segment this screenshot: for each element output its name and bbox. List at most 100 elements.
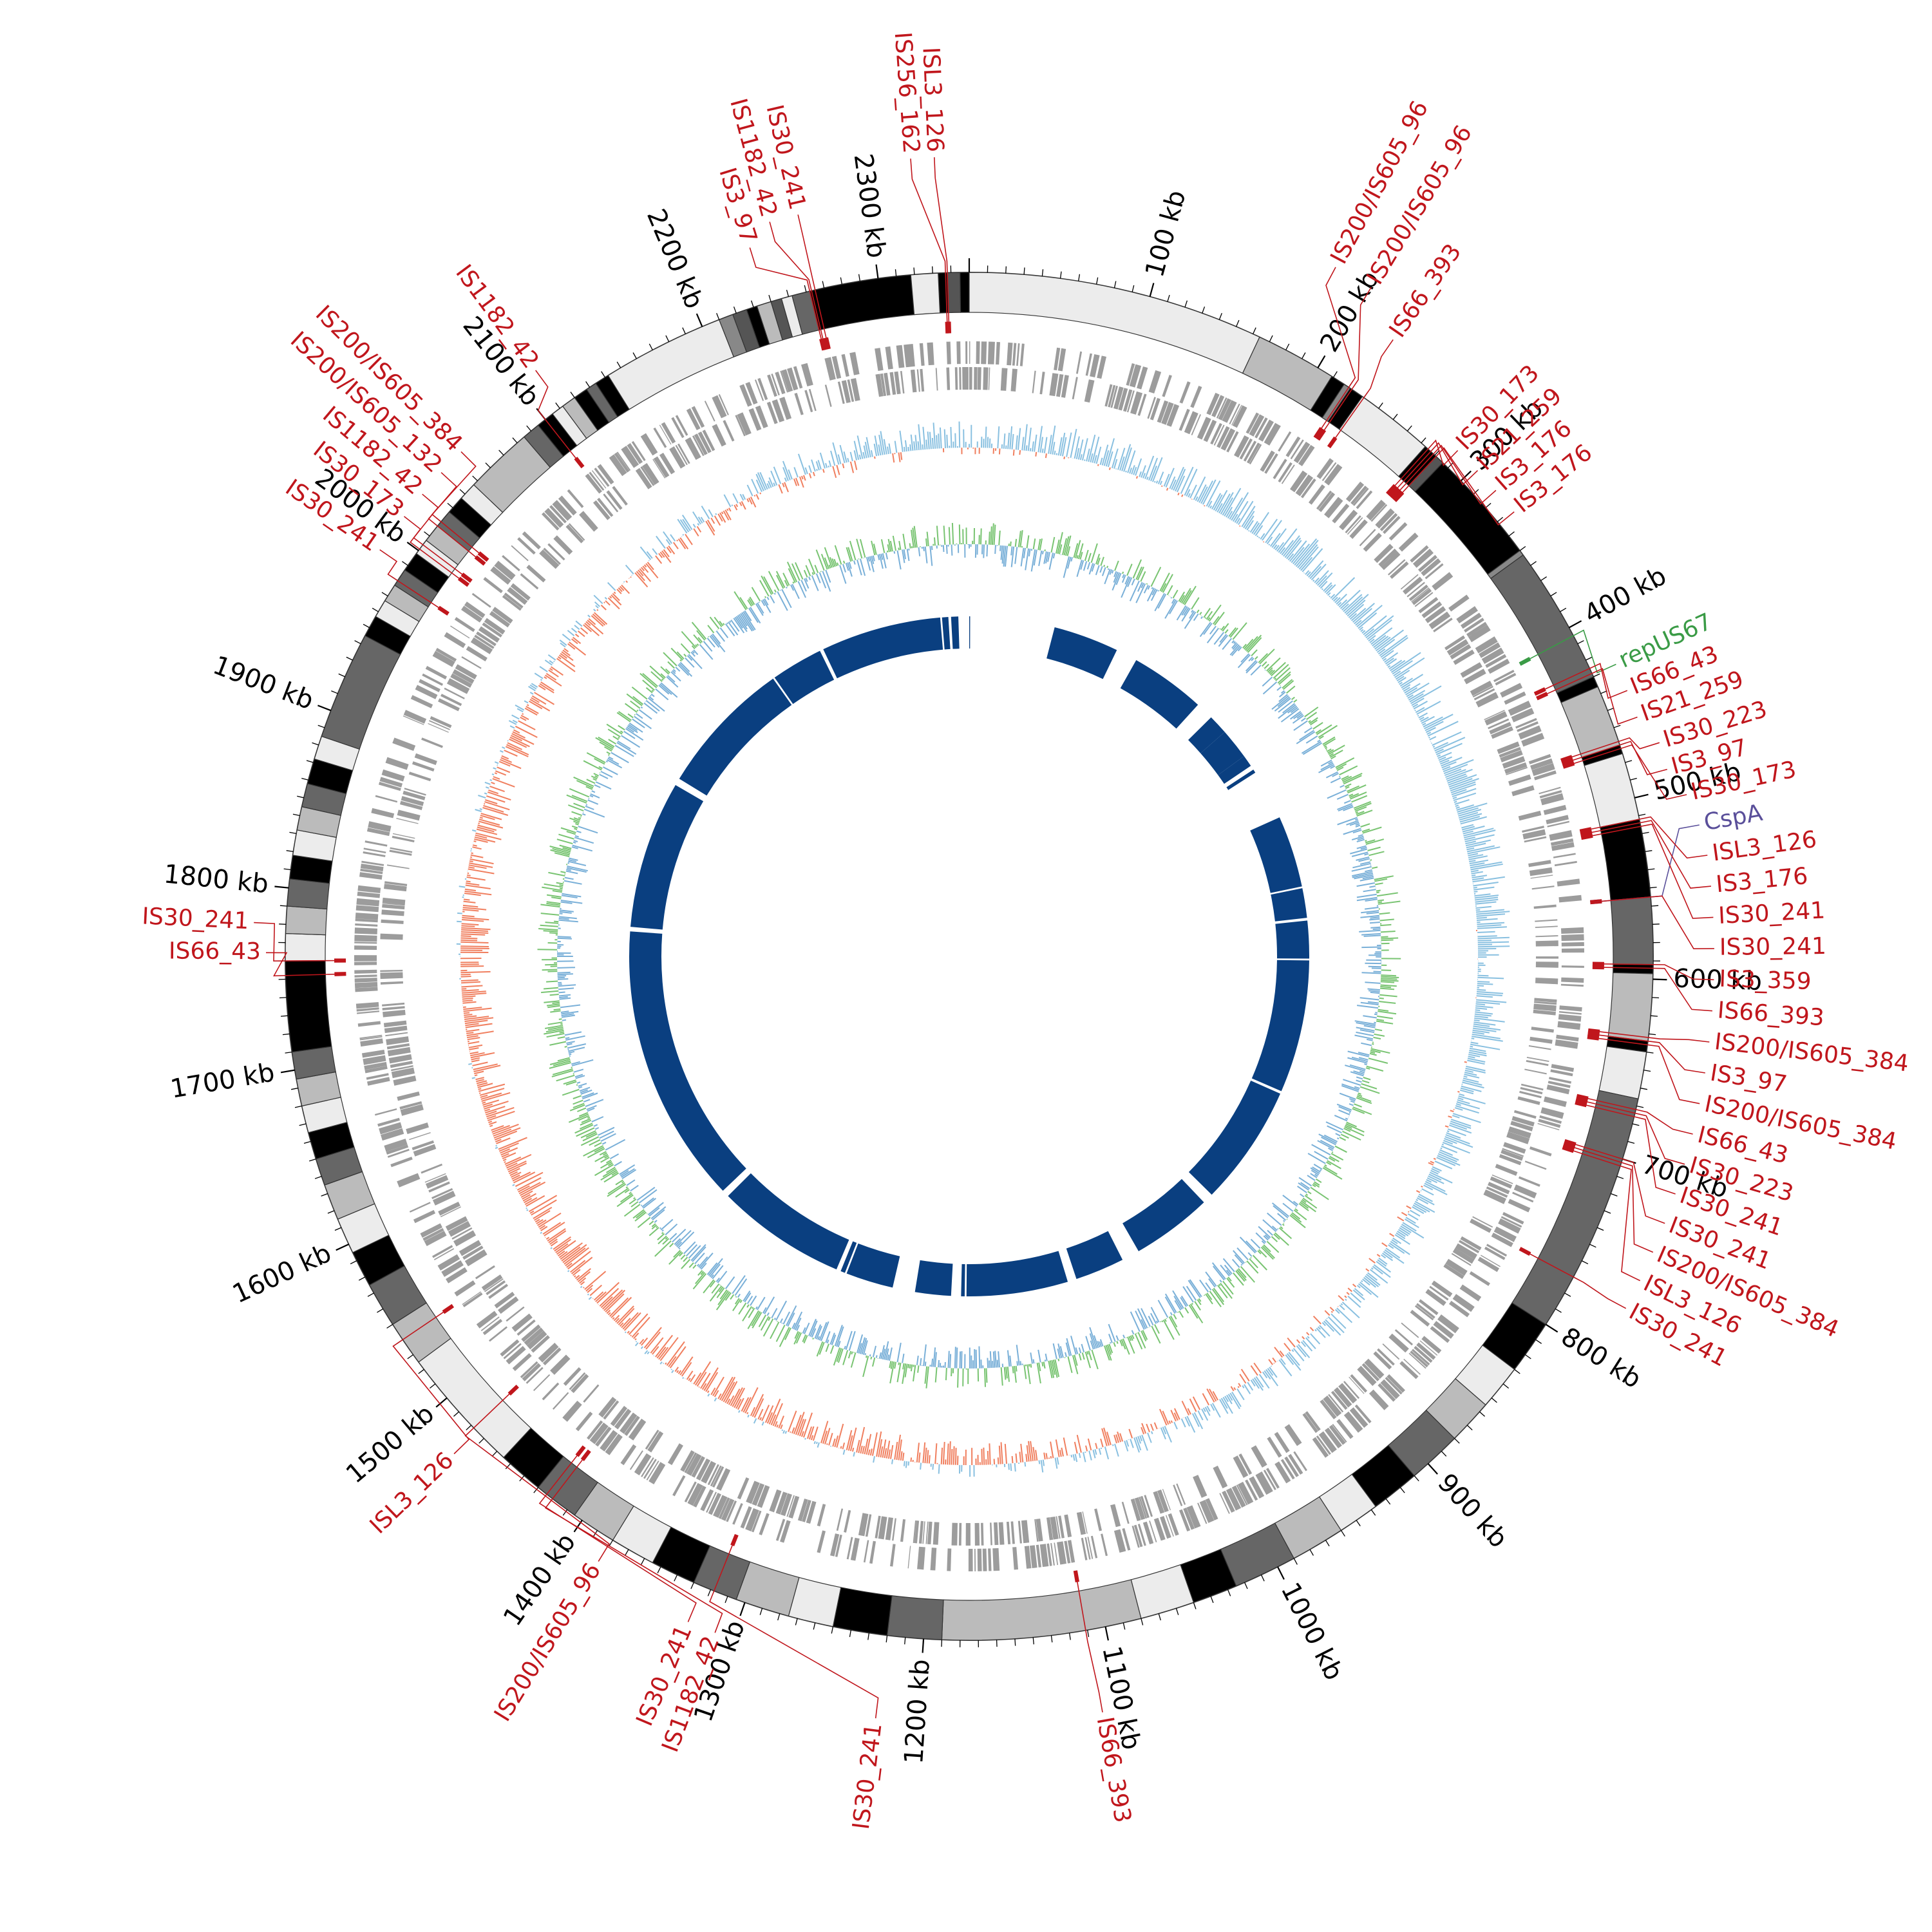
major-tick [280, 1069, 295, 1074]
minor-tick [1638, 813, 1646, 817]
minor-tick [1014, 1638, 1016, 1646]
minor-tick [570, 392, 575, 398]
minor-tick [1202, 306, 1206, 314]
minor-tick [786, 289, 790, 297]
minor-tick [1210, 1596, 1214, 1604]
is-element-label: ISL3_126 [917, 46, 948, 153]
scale-tick-label: 800 kb [1556, 1322, 1647, 1395]
minor-tick [317, 724, 325, 728]
major-tick [696, 313, 703, 327]
minor-tick [840, 277, 843, 285]
major-tick [1317, 355, 1326, 368]
minor-tick [321, 1193, 328, 1197]
contig-block [947, 272, 961, 314]
annotation-leader-line [749, 247, 824, 346]
minor-tick [1385, 1498, 1391, 1505]
minor-tick [1086, 1629, 1090, 1637]
minor-tick [512, 437, 518, 444]
minor-tick [1642, 831, 1649, 835]
contig-block [287, 878, 330, 910]
annotation-leader-line [392, 1307, 470, 1455]
minor-tick [1441, 1450, 1447, 1457]
annotation-leader-line [379, 549, 445, 612]
minor-tick [674, 1575, 678, 1582]
minor-tick [367, 1293, 374, 1297]
blast-hit-segment [1275, 920, 1310, 959]
annotation-leader-line [1595, 895, 1714, 950]
minor-tick [759, 1607, 763, 1615]
is-element-label: IS66_43 [169, 938, 261, 965]
minor-tick [294, 1105, 302, 1108]
minor-tick [585, 381, 591, 388]
minor-tick [1068, 1633, 1071, 1640]
gc-content-track [537, 522, 1401, 1388]
minor-tick [1392, 413, 1398, 420]
minor-tick [1593, 673, 1600, 677]
blast-hit-segment [679, 678, 792, 796]
minor-tick [1235, 319, 1240, 327]
blast-hit-segment [1200, 732, 1244, 775]
annotation-leader-line [535, 370, 581, 464]
minor-tick [308, 1159, 316, 1162]
minor-tick [707, 1589, 712, 1596]
annotation-leader-line [1320, 287, 1372, 437]
minor-tick [303, 1141, 311, 1144]
minor-tick [1340, 1530, 1345, 1537]
minor-tick [453, 1411, 460, 1417]
minor-tick [1651, 905, 1659, 907]
is-element-label: IS30_241 [1718, 897, 1826, 929]
minor-tick [768, 294, 772, 302]
blast-hit-segment [1188, 717, 1225, 753]
blast-hit-segment [1271, 888, 1307, 922]
minor-tick [1406, 425, 1412, 431]
minor-tick [1077, 274, 1081, 281]
minor-tick [895, 269, 897, 277]
scale-tick-label: 600 kb [1673, 964, 1763, 997]
minor-tick [459, 489, 466, 495]
annotation-leader-line [1596, 967, 1712, 1012]
annotation-leader-line [1593, 1030, 1710, 1043]
minor-tick [724, 1596, 728, 1604]
minor-tick [1293, 1558, 1298, 1565]
blast-identity-ring [629, 616, 1310, 1296]
minor-tick [381, 592, 388, 597]
gc-content-below [556, 544, 1382, 1369]
minor-tick [1285, 343, 1290, 350]
annotation-leader-line [1584, 816, 1708, 859]
contig-block [886, 1595, 944, 1640]
annotation-leader-line [1566, 1148, 1641, 1282]
minor-tick [1497, 516, 1503, 522]
blast-hit-segment [630, 784, 704, 930]
blast-hit-segment [1226, 769, 1256, 790]
annotation-leader-line [1565, 737, 1660, 760]
minor-tick [1269, 335, 1273, 343]
minor-tick [1610, 1193, 1618, 1197]
gene-track-reverse [380, 366, 1558, 1546]
minor-tick [350, 1260, 357, 1265]
minor-tick [354, 640, 361, 645]
annotation-leader-line [428, 472, 482, 562]
minor-tick [641, 1558, 645, 1565]
is-element-label: IS30_241 [142, 903, 250, 934]
blast-hit-segment [728, 1173, 849, 1270]
minor-tick [1491, 1397, 1497, 1403]
minor-tick [1535, 1339, 1542, 1344]
annotation-leader-line [538, 1450, 697, 1622]
minor-tick [1218, 313, 1222, 320]
minor-tick [1050, 1635, 1053, 1643]
major-tick [274, 886, 289, 889]
minor-tick [407, 1354, 414, 1359]
minor-tick [1447, 462, 1454, 469]
blast-hit-segment [774, 650, 835, 705]
minor-tick [1485, 502, 1492, 509]
minor-tick [555, 402, 560, 409]
annotation-leader-line [1581, 1096, 1693, 1135]
minor-tick [429, 1383, 436, 1389]
minor-tick [299, 1123, 307, 1126]
gene-track [354, 341, 1584, 1572]
minor-tick [1041, 269, 1044, 277]
blast-hit-segment [942, 617, 951, 650]
minor-tick [346, 656, 354, 661]
minor-tick [625, 1549, 629, 1556]
